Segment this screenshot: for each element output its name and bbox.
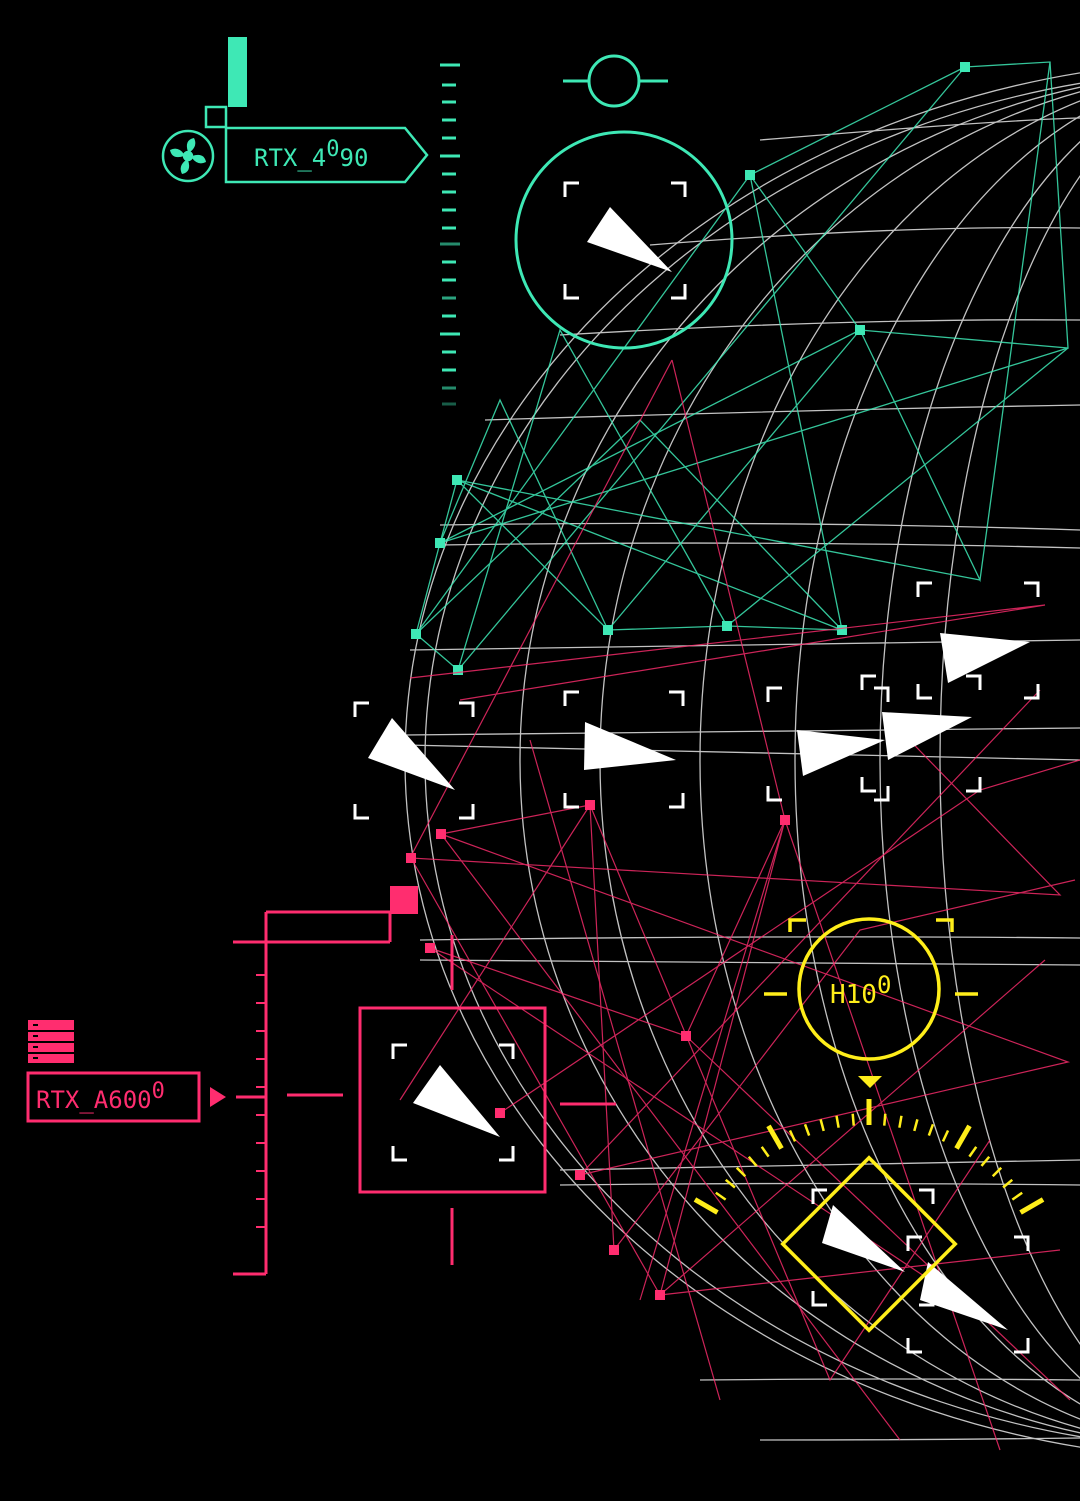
pink-scale-ticks [256,974,266,1228]
gauge-tick [968,1146,978,1158]
gauge-tick [715,1191,727,1201]
corner-bracket [669,690,685,706]
corner-bracket [499,1043,515,1059]
gauge-tick [851,1113,855,1126]
teal-network-nodes [411,62,970,675]
pointer-arrows [368,207,1030,1330]
corner-bracket [459,804,475,820]
fan-icon [161,129,215,183]
teal-gpu-label: RTX_4090 [254,137,368,172]
corner-bracket [353,804,369,820]
corner-bracket [860,777,876,793]
gauge-tick [954,1124,972,1150]
corner-bracket [669,793,685,809]
teal-target-reticle [514,54,734,350]
pink-network-nodes [406,800,790,1300]
corner-bracket [391,1043,407,1059]
corner-bracket [563,690,579,706]
corner-bracket [391,1146,407,1162]
gauge-tick [760,1146,770,1158]
corner-bracket [860,674,876,690]
gauge-tick [927,1123,935,1136]
selection-brackets [353,181,1040,1354]
gauge-tick [1019,1197,1045,1215]
corner-bracket [1014,1338,1030,1354]
gauge-tick [835,1115,840,1128]
corner-bracket [966,777,982,793]
corner-bracket [906,1235,922,1251]
pointer-arrow-icon [920,1262,1008,1330]
gauge-tick [913,1119,919,1132]
pointer-arrow-icon [797,730,885,776]
pointer-arrow-icon [368,718,455,790]
corner-bracket [459,701,475,717]
corner-bracket [874,686,890,702]
corner-bracket [671,181,687,197]
pointer-arrow-icon [822,1205,905,1272]
corner-bracket [916,581,932,597]
teal-gpu-panel [161,37,429,184]
corner-bracket [874,786,890,802]
yellow-gauge-ticks [693,1099,1045,1215]
pointer-arrow-icon [584,722,676,770]
yellow-gpu-panel [764,917,978,1333]
corner-bracket [919,1188,935,1204]
gauge-tick [724,1178,736,1189]
gauge-tick [1002,1178,1014,1189]
gauge-tick [819,1119,825,1132]
corner-bracket [766,786,782,802]
corner-bracket [766,686,782,702]
corner-bracket [499,1146,515,1162]
gauge-tick [883,1113,887,1126]
corner-bracket [353,701,369,717]
gauge-tick [747,1155,758,1167]
corner-bracket [916,684,932,700]
corner-bracket [811,1188,827,1204]
corner-bracket [1024,581,1040,597]
gauge-tick [735,1166,747,1178]
corner-bracket [906,1338,922,1354]
corner-bracket [966,674,982,690]
corner-bracket [1024,684,1040,700]
corner-bracket [671,284,687,300]
pink-gpu-panel [26,886,616,1276]
pink-gpu-label: RTX_A6000 [36,1079,165,1114]
yellow-gpu-label: H100 [830,971,891,1010]
teal-vertical-ruler [440,63,460,406]
gauge-tick [693,1197,719,1215]
server-stack-icon [28,1020,74,1063]
pointer-arrow-icon [940,633,1030,683]
gauge-tick [941,1129,950,1142]
gauge-tick [1011,1191,1023,1201]
gauge-tick [898,1115,903,1128]
gauge-tick [803,1123,811,1136]
pointer-arrow-icon [882,712,972,760]
gauge-tick [788,1129,797,1142]
gauge-tick [991,1166,1003,1178]
corner-bracket [1014,1235,1030,1251]
pointer-arrow-icon [413,1065,500,1137]
pointer-arrow-icon [587,207,672,272]
corner-bracket [563,793,579,809]
teal-network-lines [415,61,1069,671]
gauge-tick [766,1124,784,1150]
gauge-tick [980,1155,991,1167]
corner-bracket [563,181,579,197]
corner-bracket [563,284,579,300]
corner-bracket [811,1291,827,1307]
